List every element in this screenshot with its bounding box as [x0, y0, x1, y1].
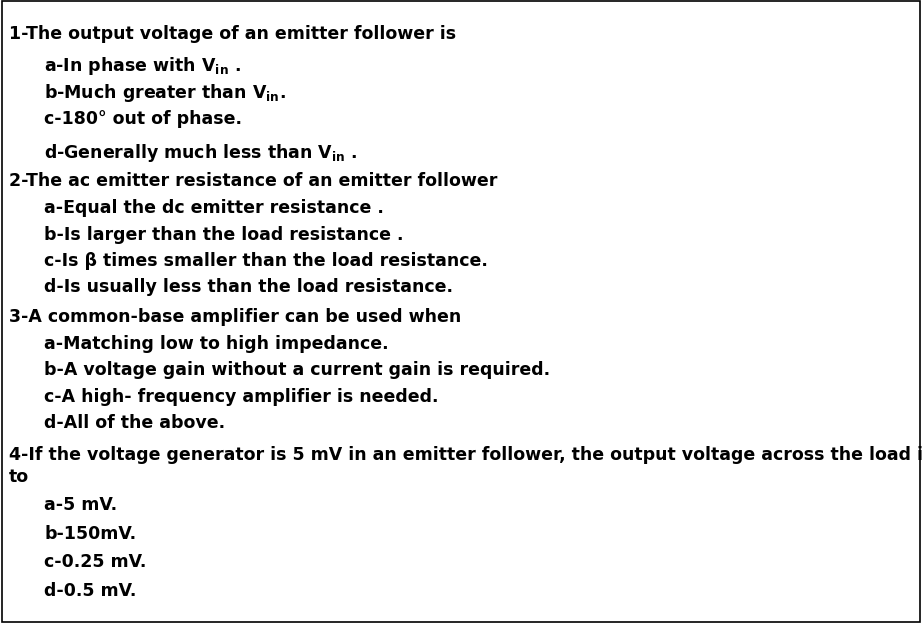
Text: d-0.5 mV.: d-0.5 mV. — [44, 582, 136, 600]
Text: c-Is β times smaller than the load resistance.: c-Is β times smaller than the load resis… — [44, 252, 488, 270]
Text: d-Is usually less than the load resistance.: d-Is usually less than the load resistan… — [44, 278, 454, 296]
Text: b-A voltage gain without a current gain is required.: b-A voltage gain without a current gain … — [44, 361, 550, 379]
Text: 3-A common-base amplifier can be used when: 3-A common-base amplifier can be used wh… — [9, 308, 462, 326]
Text: b-150mV.: b-150mV. — [44, 525, 136, 543]
Text: 4-If the voltage generator is 5 mV in an emitter follower, the output voltage ac: 4-If the voltage generator is 5 mV in an… — [9, 446, 922, 464]
Text: c-180° out of phase.: c-180° out of phase. — [44, 110, 242, 128]
Text: c-A high- frequency amplifier is needed.: c-A high- frequency amplifier is needed. — [44, 388, 439, 406]
Text: a-Matching low to high impedance.: a-Matching low to high impedance. — [44, 335, 389, 353]
Text: 2-The ac emitter resistance of an emitter follower: 2-The ac emitter resistance of an emitte… — [9, 172, 498, 190]
Text: a-5 mV.: a-5 mV. — [44, 496, 117, 514]
Text: d-All of the above.: d-All of the above. — [44, 414, 225, 432]
Text: a-Equal the dc emitter resistance .: a-Equal the dc emitter resistance . — [44, 199, 384, 217]
Text: b-Much greater than V$\mathbf{_{in}}$.: b-Much greater than V$\mathbf{_{in}}$. — [44, 82, 286, 104]
Text: d-Generally much less than V$\mathbf{_{in}}$ .: d-Generally much less than V$\mathbf{_{i… — [44, 142, 358, 164]
Text: c-0.25 mV.: c-0.25 mV. — [44, 553, 147, 571]
Text: 1-The output voltage of an emitter follower is: 1-The output voltage of an emitter follo… — [9, 25, 456, 43]
Text: a-In phase with V$\mathbf{_{in}}$ .: a-In phase with V$\mathbf{_{in}}$ . — [44, 55, 242, 77]
Text: b-Is larger than the load resistance .: b-Is larger than the load resistance . — [44, 226, 404, 244]
Text: to: to — [9, 468, 30, 487]
